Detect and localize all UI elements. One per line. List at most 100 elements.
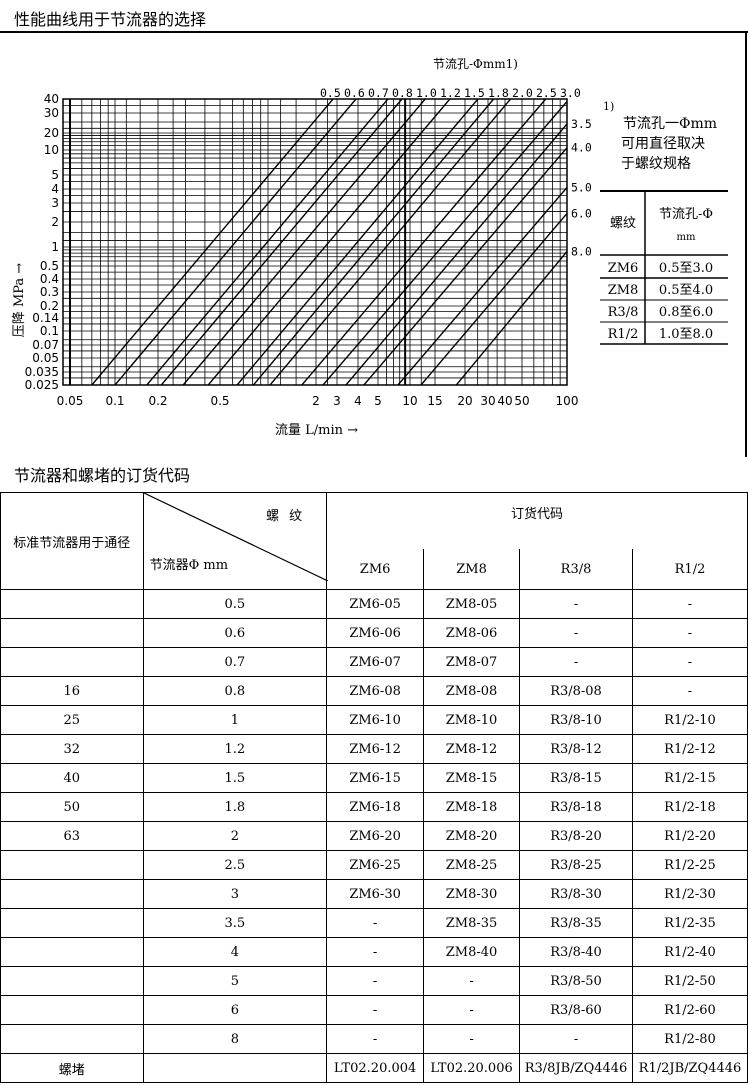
x-tick-label: 0.2 bbox=[148, 394, 167, 408]
table-row: 5- - R3/8-50 R1/2-50 bbox=[0, 966, 748, 996]
table-cell: - bbox=[423, 1024, 521, 1054]
series-line-1.8 bbox=[252, 99, 495, 385]
header-r3-8: R3/8 bbox=[519, 549, 633, 590]
table-cell: R1/2-15 bbox=[632, 763, 748, 793]
series-label: 3.5 bbox=[571, 117, 592, 131]
table-cell bbox=[0, 618, 144, 648]
x-tick-label: 3 bbox=[333, 394, 341, 408]
x-tick-label: 0.05 bbox=[57, 394, 84, 408]
table-cell: - bbox=[423, 966, 521, 996]
table-row: 50 1.8 ZM6-18 ZM8-18 R3/8-18 R1/2-18 bbox=[0, 792, 748, 822]
y-tick-label: 2 bbox=[51, 215, 59, 229]
table-cell: R3/8-12 bbox=[519, 734, 633, 764]
header-orifice: 节流器Φ mm bbox=[149, 558, 229, 573]
size-table-cell: 0.5至4.0 bbox=[659, 283, 713, 298]
y-tick-label: 3 bbox=[51, 196, 59, 210]
table-row: 16 0.8 ZM6-08 ZM8-08 R3/8-08- bbox=[0, 676, 748, 706]
table-cell: ZM6-18 bbox=[326, 792, 425, 822]
table-cell: R3/8-08 bbox=[519, 676, 633, 706]
table-cell: 5 bbox=[142, 966, 328, 996]
table-cell: R3/8-15 bbox=[519, 763, 633, 793]
table-row: 0.7 ZM6-07 ZM8-07- - bbox=[0, 647, 748, 677]
table-cell: 0.7 bbox=[142, 647, 328, 677]
table-cell: ZM6-20 bbox=[326, 821, 425, 851]
table-cell: ZM6-05 bbox=[326, 589, 425, 619]
table-cell: - bbox=[519, 647, 633, 677]
series-line-1.0 bbox=[182, 99, 426, 385]
table-cell: 50 bbox=[0, 792, 144, 822]
note-line: 节流孔一Φmm bbox=[623, 116, 717, 132]
y-tick-label: 5 bbox=[51, 168, 59, 182]
table-cell: R1/2-30 bbox=[632, 879, 748, 909]
table-cell: R3/8-20 bbox=[519, 821, 633, 851]
y-tick-label: 0.05 bbox=[32, 351, 59, 365]
table-cell: 3 bbox=[142, 879, 328, 909]
divider bbox=[745, 33, 747, 457]
series-line-2.5 bbox=[301, 99, 547, 385]
series-line-8.0 bbox=[455, 251, 567, 385]
table-cell: - bbox=[326, 995, 425, 1025]
divider bbox=[0, 31, 748, 33]
series-label: 5.0 bbox=[571, 180, 592, 194]
table-row: 32 1.2 ZM6-12 ZM8-12 R3/8-12 R1/2-12 bbox=[0, 734, 748, 764]
header-zm6: ZM6 bbox=[326, 549, 425, 590]
size-table-cell: ZM8 bbox=[608, 283, 639, 298]
table-cell: 63 bbox=[0, 821, 144, 851]
table-cell: ZM8-20 bbox=[423, 821, 521, 851]
table-cell bbox=[142, 1053, 328, 1083]
table-cell: - bbox=[519, 1024, 633, 1054]
table-cell: ZM8-25 bbox=[423, 850, 521, 880]
table-cell: R3/8-30 bbox=[519, 879, 633, 909]
series-line-0.5 bbox=[91, 99, 334, 385]
table-cell bbox=[0, 850, 144, 880]
table-cell: R1/2-10 bbox=[632, 705, 748, 735]
series-label: 6.0 bbox=[571, 206, 592, 220]
table-cell: 16 bbox=[0, 676, 144, 706]
table-row: 4- ZM8-40 R3/8-40 R1/2-40 bbox=[0, 937, 748, 967]
table-cell: R1/2-25 bbox=[632, 850, 748, 880]
table-cell: 1.2 bbox=[142, 734, 328, 764]
x-tick-label: 2 bbox=[312, 394, 320, 408]
table-cell: ZM8-30 bbox=[423, 879, 521, 909]
table-cell: 2 bbox=[142, 821, 328, 851]
table-cell: ZM8-10 bbox=[423, 705, 521, 735]
y-tick-label: 0.035 bbox=[25, 365, 59, 379]
table-cell: 1.5 bbox=[142, 763, 328, 793]
y-tick-label: 40 bbox=[44, 92, 59, 106]
table-row: 3 ZM6-30 ZM8-30 R3/8-30 R1/2-30 bbox=[0, 879, 748, 909]
table-cell: 0.6 bbox=[142, 618, 328, 648]
table-cell bbox=[0, 937, 144, 967]
table-row: 0.5 ZM6-05 ZM8-05- - bbox=[0, 589, 748, 619]
table-cell: 40 bbox=[0, 763, 144, 793]
series-label: 1.5 bbox=[464, 86, 485, 100]
table-row: 40 1.5 ZM6-15 ZM8-15 R3/8-15 R1/2-15 bbox=[0, 763, 748, 793]
size-table-cell: 0.5至3.0 bbox=[659, 261, 713, 276]
series-label: 2.5 bbox=[536, 86, 557, 100]
header-thread: 螺纹 bbox=[266, 509, 313, 524]
table-cell: R1/2-50 bbox=[632, 966, 748, 996]
table-cell: R3/8-25 bbox=[519, 850, 633, 880]
size-table-header-orifice: 节流孔-Φ bbox=[659, 207, 713, 222]
table-cell: ZM8-40 bbox=[423, 937, 521, 967]
table-cell: R3/8-50 bbox=[519, 966, 633, 996]
table-cell: R1/2-12 bbox=[632, 734, 748, 764]
size-table-cell: ZM6 bbox=[608, 261, 639, 276]
series-label: 1.2 bbox=[440, 86, 461, 100]
table-cell: R3/8-10 bbox=[519, 705, 633, 735]
table-cell: - bbox=[632, 676, 748, 706]
table-cell bbox=[0, 908, 144, 938]
order-code-table: 标准节流器用于通径 螺纹 节流器Φ mm 订货代码 ZM6 ZM8 R3/8 R… bbox=[0, 492, 748, 1083]
chart-title: 节流孔-Φmm1) bbox=[433, 57, 518, 71]
table-row: 6- - R3/8-60 R1/2-60 bbox=[0, 995, 748, 1025]
table-cell: - bbox=[326, 1024, 425, 1054]
size-table-header-thread: 螺纹 bbox=[610, 216, 636, 231]
table-cell: R1/2JB/ZQ4446 bbox=[632, 1053, 748, 1083]
table-cell: ZM8-05 bbox=[423, 589, 521, 619]
table-cell: - bbox=[326, 908, 425, 938]
note-line: 可用直径取决 bbox=[621, 135, 705, 152]
y-tick-label: 0.1 bbox=[40, 324, 59, 338]
table-row: 2.5 ZM6-25 ZM8-25 R3/8-25 R1/2-25 bbox=[0, 850, 748, 880]
table-cell: LT02.20.004 bbox=[326, 1053, 425, 1083]
table-cell: - bbox=[326, 966, 425, 996]
series-line-6.0 bbox=[420, 213, 567, 385]
